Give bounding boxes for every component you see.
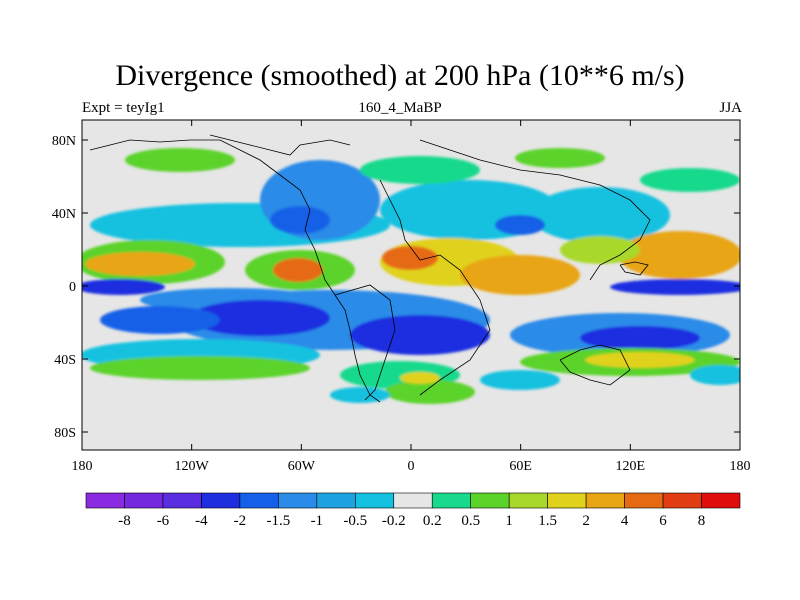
colorbar-swatch	[662, 492, 702, 509]
coastline	[89, 139, 241, 151]
field-patch	[350, 315, 490, 355]
colorbar-label: 4	[621, 513, 629, 529]
lat-tick-label: 40N	[52, 207, 76, 222]
field-patch	[690, 365, 740, 385]
axes: 80N 40N 0 40S 80S 180 120W 60W 0 60E 120E 180	[52, 119, 751, 474]
colorbar-label: -1.5	[266, 513, 290, 529]
colorbar-label: 1	[505, 513, 513, 529]
colorbar-label: -2	[234, 513, 247, 529]
colorbar-label: 0.5	[461, 513, 480, 529]
lon-tick-label: 60E	[509, 459, 532, 474]
coastline	[334, 284, 396, 401]
colorbar-swatch	[124, 492, 164, 509]
colorbar-swatch	[701, 492, 741, 509]
field-patch	[382, 246, 438, 270]
colorbar-label: -1	[311, 513, 324, 529]
colorbar-swatch	[239, 492, 279, 509]
field-patch	[100, 306, 220, 334]
lon-tick-label: 180	[730, 459, 751, 474]
field-patch	[610, 279, 740, 295]
field-patch	[273, 258, 323, 282]
coastline	[379, 179, 491, 396]
longitude-ticks: 180 120W 60W 0 60E 120E 180	[72, 120, 751, 474]
colorbar-label: -6	[157, 513, 170, 529]
field-patch	[360, 156, 480, 184]
field-patch	[82, 279, 165, 295]
field-patch	[585, 352, 695, 368]
field-patch	[90, 356, 310, 380]
colorbar-swatch	[393, 492, 433, 509]
field-patch	[330, 387, 390, 403]
lat-tick-label: 40S	[54, 353, 76, 368]
field-patch	[618, 231, 740, 279]
colorbar-label: 6	[659, 513, 667, 529]
colorbar-label: -0.5	[343, 513, 367, 529]
colorbar-label: 8	[698, 513, 706, 529]
field-patch	[385, 380, 475, 404]
colorbar-label: 1.5	[538, 513, 557, 529]
lon-tick-label: 120E	[616, 459, 646, 474]
field-patch	[270, 206, 330, 234]
colorbar-swatch	[278, 492, 318, 509]
coastline	[209, 134, 351, 156]
colorbar-swatch	[354, 492, 395, 509]
colorbar: -8 -6 -4 -2 -1.5 -1 -0.5 -0.2 0.2 0.5 1 1.5 2 4 6 8	[85, 492, 741, 529]
field-patch	[85, 252, 195, 276]
field-patch	[640, 168, 740, 192]
field-patch	[515, 148, 605, 168]
season-label: JJA	[719, 100, 742, 116]
lon-tick-label: 0	[408, 459, 415, 474]
coastline	[419, 139, 651, 281]
lon-tick-label: 60W	[288, 459, 316, 474]
field-patch	[460, 255, 580, 295]
run-name-label: 160_4_MaBP	[358, 100, 442, 116]
field-patch	[480, 370, 560, 390]
colorbar-swatch	[470, 492, 510, 509]
colorbar-swatch	[547, 492, 587, 509]
field-patch	[495, 215, 545, 235]
colorbar-swatch	[85, 492, 125, 509]
coastlines	[89, 134, 651, 403]
colorbar-swatch	[585, 492, 625, 509]
plot-title: Divergence (smoothed) at 200 hPa (10**6 …	[115, 59, 685, 92]
colorbar-label: -8	[118, 513, 131, 529]
field-patch	[125, 148, 235, 172]
lat-tick-label: 80S	[54, 426, 76, 441]
field-patch	[400, 372, 440, 384]
lon-tick-label: 120W	[175, 459, 210, 474]
field-layer	[82, 120, 740, 450]
coastline	[559, 344, 631, 386]
colorbar-label: -0.2	[382, 513, 406, 529]
latitude-ticks: 80N 40N 0 40S 80S	[52, 134, 740, 441]
field-patch	[530, 187, 670, 243]
lat-tick-label: 0	[69, 280, 76, 295]
lon-tick-label: 180	[72, 459, 93, 474]
colorbar-swatch	[508, 492, 548, 509]
colorbar-label: 2	[582, 513, 590, 529]
colorbar-swatch	[316, 492, 356, 509]
field-patch	[190, 300, 330, 336]
coastline	[619, 261, 649, 276]
field-patch	[580, 326, 700, 350]
coastline	[239, 149, 336, 296]
colorbar-swatch	[431, 492, 472, 509]
colorbar-swatch	[201, 492, 241, 509]
colorbar-swatch	[624, 492, 664, 509]
experiment-label: Expt = teyIg1	[82, 100, 165, 116]
lat-tick-label: 80N	[52, 134, 76, 149]
colorbar-label: -4	[195, 513, 208, 529]
colorbar-label: 0.2	[423, 513, 442, 529]
field-patch	[560, 236, 640, 264]
colorbar-swatch	[162, 492, 202, 509]
